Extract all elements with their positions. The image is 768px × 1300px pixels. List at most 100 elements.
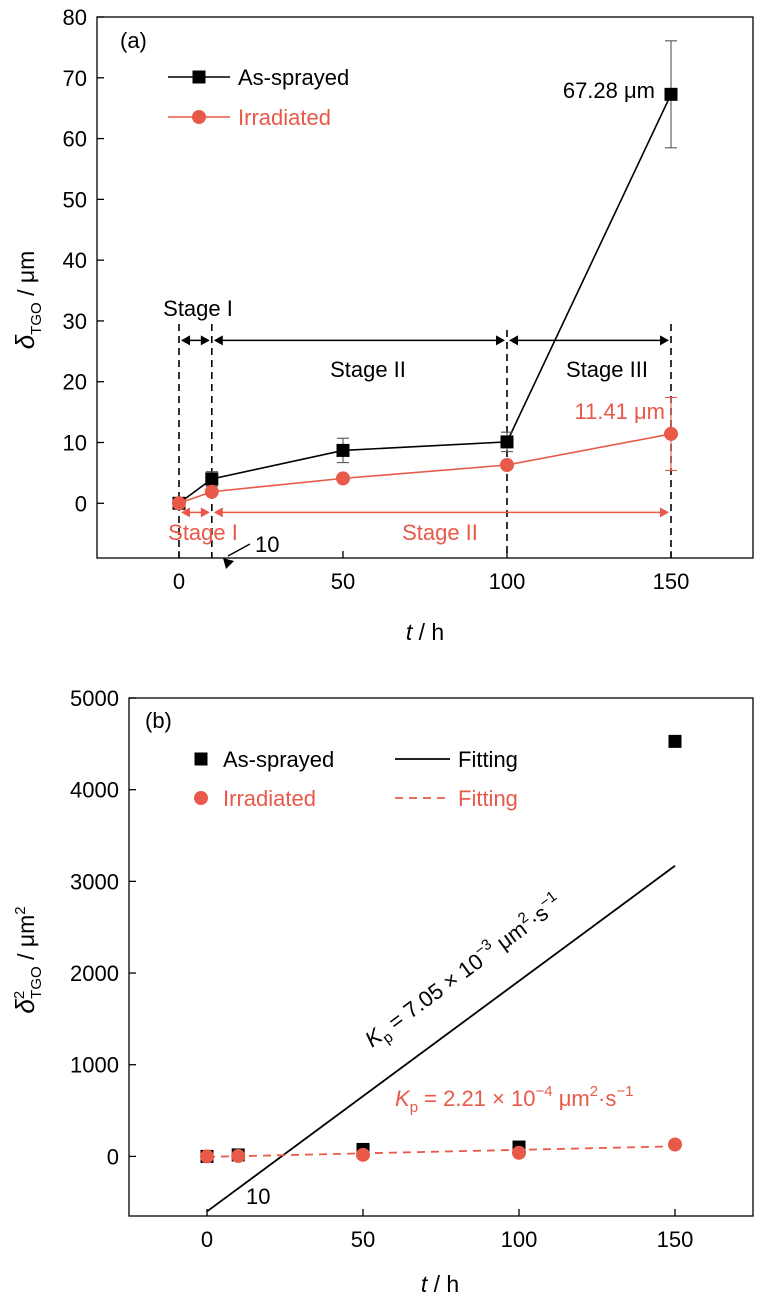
b-irradiated-point bbox=[356, 1147, 370, 1162]
a-y-label-sub: TGO bbox=[28, 302, 45, 335]
b-y-tick-label: 2000 bbox=[70, 961, 119, 986]
b-fit-line-as-sprayed bbox=[206, 865, 676, 1213]
b-irradiated-point bbox=[512, 1145, 526, 1160]
a-stage-label-2: Stage II bbox=[330, 357, 406, 382]
a-stage-arrow-head bbox=[496, 335, 505, 346]
b-kp-red-symbol: K bbox=[395, 1086, 411, 1111]
a-stage-arrow-head bbox=[200, 335, 210, 346]
b-x-label-var: t bbox=[421, 1271, 429, 1297]
b-x-tick-label: 50 bbox=[351, 1227, 375, 1252]
a-plot-frame bbox=[96, 16, 754, 559]
b-kp-annotation-irradiated: Kp = 2.21 × 10−4 μm2·s−1 bbox=[395, 1083, 633, 1116]
a-peak-label-irradiated: 11.41 μm bbox=[574, 399, 665, 424]
b-fit-line-irradiated bbox=[206, 1145, 676, 1158]
b-kp-annotation-as-sprayed: Kp = 7.05 × 10−3 μm2·s−1 bbox=[358, 888, 569, 1056]
a-x-tick-label: 50 bbox=[331, 569, 355, 594]
a-y-tick-label: 10 bbox=[63, 431, 87, 456]
b-kp-red-exp: −4 bbox=[535, 1083, 552, 1100]
a-panel-label: (a) bbox=[120, 28, 147, 53]
a-stage-arrow-head bbox=[660, 335, 669, 346]
a-x-tick-label: 100 bbox=[489, 569, 526, 594]
panel-a-chart: 0 50 100 150 0 10 20 30 40 50 60 70 80 (a) t / h δTGO /… bbox=[10, 5, 754, 645]
a-y-label-unit: / μm bbox=[13, 251, 39, 303]
b-ten-label: 10 bbox=[246, 1184, 270, 1209]
b-irradiated-point bbox=[200, 1149, 214, 1164]
b-irradiated-point bbox=[231, 1149, 246, 1164]
b-y-tick-label: 0 bbox=[107, 1144, 119, 1169]
a-legend-label-irradiated: Irradiated bbox=[238, 105, 331, 130]
a-as-sprayed-point bbox=[500, 435, 514, 449]
b-legend-label-fit-as-sprayed: Fitting bbox=[458, 747, 518, 772]
b-legend-marker-irradiated bbox=[194, 791, 208, 805]
a-y-axis-label: δTGO / μm bbox=[10, 251, 45, 350]
a-peak-label-as-sprayed: 67.28 μm bbox=[563, 78, 655, 103]
b-x-label-unit: / h bbox=[427, 1271, 459, 1297]
a-y-tick-label: 30 bbox=[63, 309, 87, 334]
a-y-tick-label: 50 bbox=[63, 187, 87, 212]
b-y-label-unit-sup: 2 bbox=[12, 906, 29, 914]
a-irradiated-point bbox=[500, 457, 514, 472]
a-irradiated-point bbox=[336, 471, 350, 486]
a-legend-marker-irradiated bbox=[192, 110, 206, 124]
a-ten-label: 10 bbox=[255, 532, 279, 557]
a-x-axis-label: t / h bbox=[406, 619, 444, 645]
b-y-tick-label: 5000 bbox=[70, 686, 119, 711]
a-as-sprayed-line bbox=[178, 93, 672, 504]
b-legend-label-fit-irradiated: Fitting bbox=[458, 786, 518, 811]
a-as-sprayed-point bbox=[336, 443, 350, 457]
b-y-label-sub: TGO bbox=[28, 966, 45, 999]
b-y-label-sup: 2 bbox=[11, 991, 28, 999]
b-kp-exp: −3 bbox=[471, 936, 495, 960]
a-red-stage-label-1: Stage I bbox=[168, 520, 238, 545]
a-irradiated-point bbox=[664, 426, 678, 441]
b-kp-red-unit-sup: 2 bbox=[590, 1083, 598, 1100]
a-stage-arrow-head bbox=[509, 335, 518, 346]
a-legend-label-as-sprayed: As-sprayed bbox=[238, 65, 349, 90]
a-y-tick-label: 40 bbox=[63, 248, 87, 273]
a-x-tick-label: 150 bbox=[653, 569, 690, 594]
a-red-stage-arrow-head bbox=[213, 507, 223, 518]
a-y-tick-label: 80 bbox=[63, 5, 87, 30]
a-as-sprayed-point bbox=[664, 87, 678, 101]
b-legend-label-as-sprayed: As-sprayed bbox=[223, 747, 334, 772]
a-irradiated-point bbox=[172, 496, 186, 511]
b-x-tick-label: 0 bbox=[201, 1227, 213, 1252]
b-kp-red-value: = 2.21 × 10 bbox=[418, 1086, 535, 1111]
a-y-tick-label: 20 bbox=[63, 370, 87, 395]
b-irradiated-point bbox=[668, 1137, 682, 1152]
a-y-tick-label: 70 bbox=[63, 66, 87, 91]
b-y-tick-label: 4000 bbox=[70, 778, 119, 803]
a-stage-arrow-head bbox=[213, 335, 223, 346]
b-kp-red-unit: μm bbox=[553, 1086, 590, 1111]
a-ten-pointer-line bbox=[227, 543, 251, 557]
a-y-tick-label: 60 bbox=[63, 127, 87, 152]
a-red-stage-arrow-head bbox=[181, 507, 190, 518]
b-x-tick-label: 150 bbox=[657, 1227, 694, 1252]
a-stage-label-1: Stage I bbox=[163, 296, 233, 321]
b-x-tick-label: 100 bbox=[501, 1227, 538, 1252]
b-panel-label: (b) bbox=[145, 708, 172, 733]
a-red-stage-arrow-head bbox=[200, 507, 210, 518]
a-red-stage-label-2: Stage II bbox=[402, 520, 478, 545]
b-as-sprayed-point bbox=[668, 734, 682, 748]
b-kp-red-unit-exp: −1 bbox=[616, 1083, 633, 1100]
a-stage-arrow-head bbox=[181, 335, 190, 346]
a-y-tick-label: 0 bbox=[75, 491, 87, 516]
a-x-label-var: t bbox=[406, 619, 414, 645]
b-y-label-symbol: δ bbox=[10, 999, 40, 1014]
b-kp-red-unit-post: ·s bbox=[598, 1086, 616, 1111]
a-x-tick-label: 0 bbox=[173, 569, 185, 594]
a-legend-marker-as-sprayed bbox=[192, 70, 206, 84]
b-y-tick-label: 1000 bbox=[70, 1053, 119, 1078]
b-plot-frame bbox=[128, 697, 754, 1217]
a-stage-label-3: Stage III bbox=[566, 357, 648, 382]
a-irradiated-line bbox=[178, 433, 672, 505]
a-ten-pointer-head bbox=[223, 558, 234, 569]
b-kp-red-sub: p bbox=[410, 1099, 418, 1116]
b-kp-unit-exp: −1 bbox=[536, 888, 560, 912]
b-legend-label-irradiated: Irradiated bbox=[223, 786, 316, 811]
b-y-tick-label: 3000 bbox=[70, 869, 119, 894]
a-as-sprayed-point bbox=[205, 472, 219, 486]
